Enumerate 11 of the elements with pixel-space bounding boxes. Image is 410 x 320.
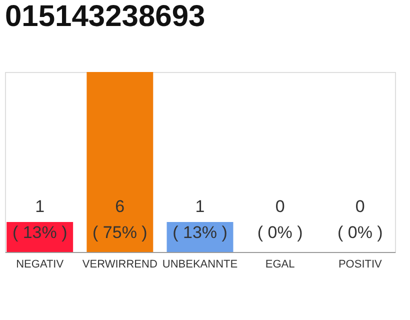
data-label: 0 ( 0% ) — [337, 197, 383, 242]
x-tick-label: NEGATIV — [16, 258, 64, 270]
x-tick-label: EGAL — [265, 258, 295, 270]
x-tick-label: VERWIRREND — [82, 258, 158, 270]
data-label: 1 ( 13% ) — [172, 197, 228, 242]
x-tick-label: POSITIV — [338, 258, 383, 270]
data-label: 0 ( 0% ) — [257, 197, 303, 242]
x-tick-label: UNBEKANNTE — [162, 258, 238, 270]
data-label: 1 ( 13% ) — [12, 197, 68, 242]
data-label: 6 ( 75% ) — [92, 197, 148, 242]
chart-title: 015143238693 — [5, 0, 206, 33]
